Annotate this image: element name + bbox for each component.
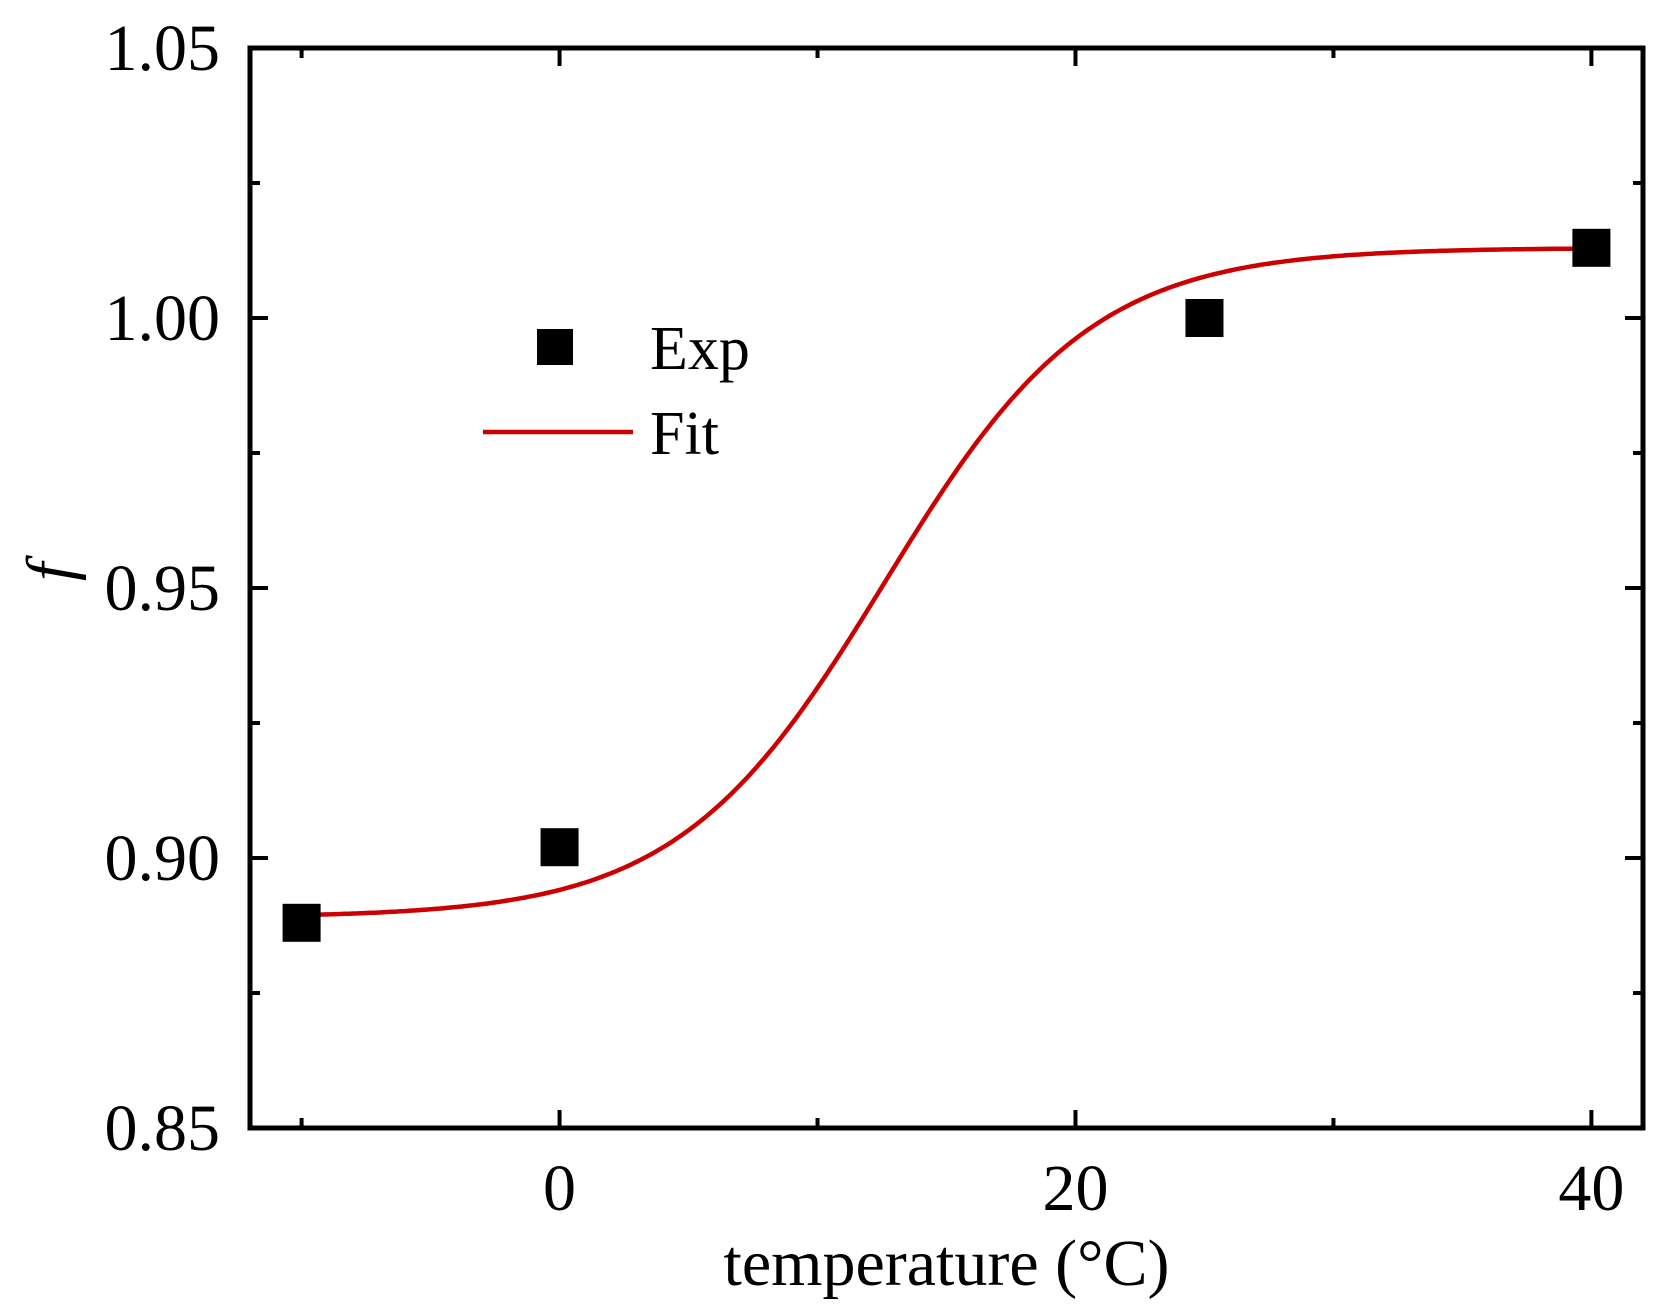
legend: Exp Fit xyxy=(483,315,750,468)
x-axis-label: temperature (°C) xyxy=(723,1227,1169,1300)
y-tick-label: 0.85 xyxy=(105,1092,221,1165)
exp-data-point xyxy=(540,828,579,867)
x-tick-label: 20 xyxy=(1042,1152,1108,1225)
fit-curve xyxy=(301,246,1592,918)
x-tick-label: 40 xyxy=(1558,1152,1624,1225)
legend-exp-label: Exp xyxy=(650,315,750,383)
exp-data-point xyxy=(1185,299,1224,337)
exp-data-point xyxy=(282,903,321,942)
y-tick-label: 0.90 xyxy=(105,822,221,895)
x-tick-label: 0 xyxy=(543,1152,576,1225)
y-tick-label: 1.05 xyxy=(105,12,221,85)
legend-exp-marker xyxy=(537,329,573,365)
y-tick-label: 0.95 xyxy=(105,552,221,625)
y-axis-label: f xyxy=(14,555,87,581)
ticks-layer: 0 20 40 0.85 0.90 0.95 1.00 1.05 xyxy=(105,12,1643,1225)
legend-fit-label: Fit xyxy=(650,400,719,468)
y-tick-label: 1.00 xyxy=(105,282,221,355)
plot-layer xyxy=(282,228,1611,942)
plot-frame xyxy=(247,45,1646,1131)
exp-data-point xyxy=(1572,228,1611,267)
